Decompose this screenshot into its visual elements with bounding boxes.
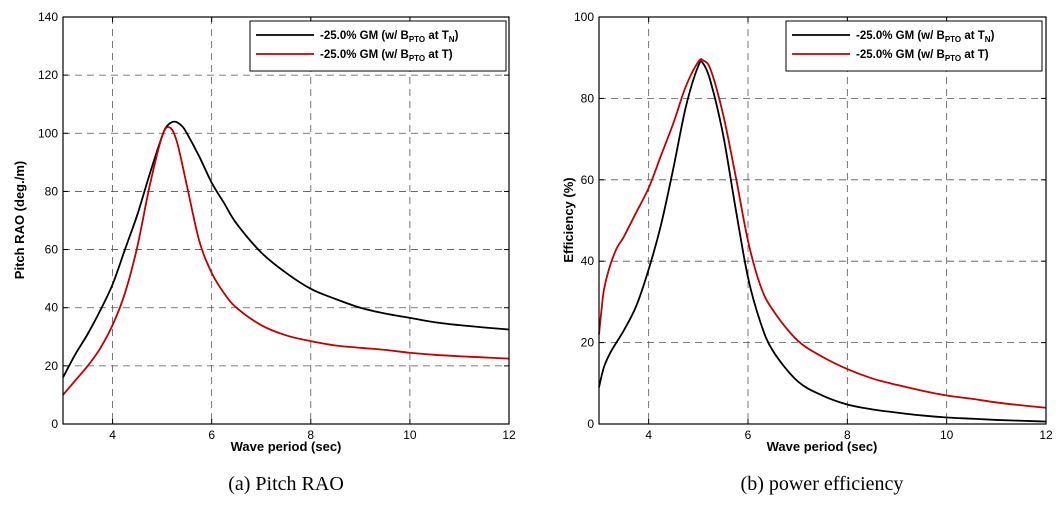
efficiency-legend [785,20,1043,72]
pitch-rao-ylabel: Pitch RAO (deg./m) [12,161,27,279]
efficiency-plot-frame [598,16,1047,425]
pitch-rao-legend [249,20,507,72]
efficiency-ytick-label: 100 [574,10,594,24]
pitch-rao-xtick-label: 6 [208,428,215,442]
efficiency-panel: 0 20 40 60 80 100 4 6 8 10 12 -25.0% GM (w/ BPTO a… [561,10,1053,495]
pitch-rao-ytick-label: 0 [51,417,58,431]
efficiency-caption: (b) power efficiency [741,473,904,495]
pitch-rao-ytick-label: 120 [38,68,58,82]
efficiency-xtick-label: 6 [745,428,752,442]
pitch-rao-ytick-label: 20 [45,359,59,373]
efficiency-ytick-label: 0 [587,417,594,431]
pitch-rao-panel: 0 20 40 60 80 100 120 140 4 6 8 10 12 -25.0% GM (w/ … [12,10,516,495]
pitch-rao-legend-label: -25.0% GM (w/ BPTO at T) [320,49,453,63]
pitch-rao-xlabel: Wave period (sec) [231,439,342,454]
efficiency-xtick-label: 10 [940,428,954,442]
pitch-rao-ytick-label: 100 [38,126,58,140]
pitch-rao-ytick-label: 80 [45,184,59,198]
pitch-rao-xtick-label: 12 [502,428,516,442]
efficiency-xtick-label: 12 [1039,428,1053,442]
pitch-rao-ytick-label: 60 [45,243,59,257]
pitch-rao-ytick-label: 140 [38,10,58,24]
efficiency-ytick-label: 20 [581,336,595,350]
pitch-rao-plot-frame [62,16,510,425]
efficiency-ylabel: Efficiency (%) [561,177,576,262]
pitch-rao-series-tn-line [62,120,510,378]
efficiency-xlabel: Wave period (sec) [767,439,878,454]
pitch-rao-legend-label: -25.0% GM (w/ BPTO at TN) [320,30,459,44]
pitch-rao-caption: (a) Pitch RAO [228,473,344,495]
pitch-rao-series-t-line [62,126,510,396]
pitch-rao-xtick-label: 10 [403,428,417,442]
efficiency-legend-label: -25.0% GM (w/ BPTO at T) [856,49,989,63]
efficiency-ytick-label: 80 [581,91,595,105]
efficiency-xtick-label: 8 [844,428,851,442]
efficiency-series-tn-line [598,60,1047,423]
efficiency-series-t-line [598,58,1047,409]
efficiency-ytick-label: 60 [581,173,595,187]
efficiency-legend-label: -25.0% GM (w/ BPTO at TN) [856,30,995,44]
efficiency-ytick-label: 40 [581,254,595,268]
pitch-rao-xtick-label: 4 [109,428,116,442]
pitch-rao-xtick-label: 8 [307,428,314,442]
efficiency-xtick-label: 4 [645,428,652,442]
pitch-rao-ytick-label: 40 [45,301,59,315]
